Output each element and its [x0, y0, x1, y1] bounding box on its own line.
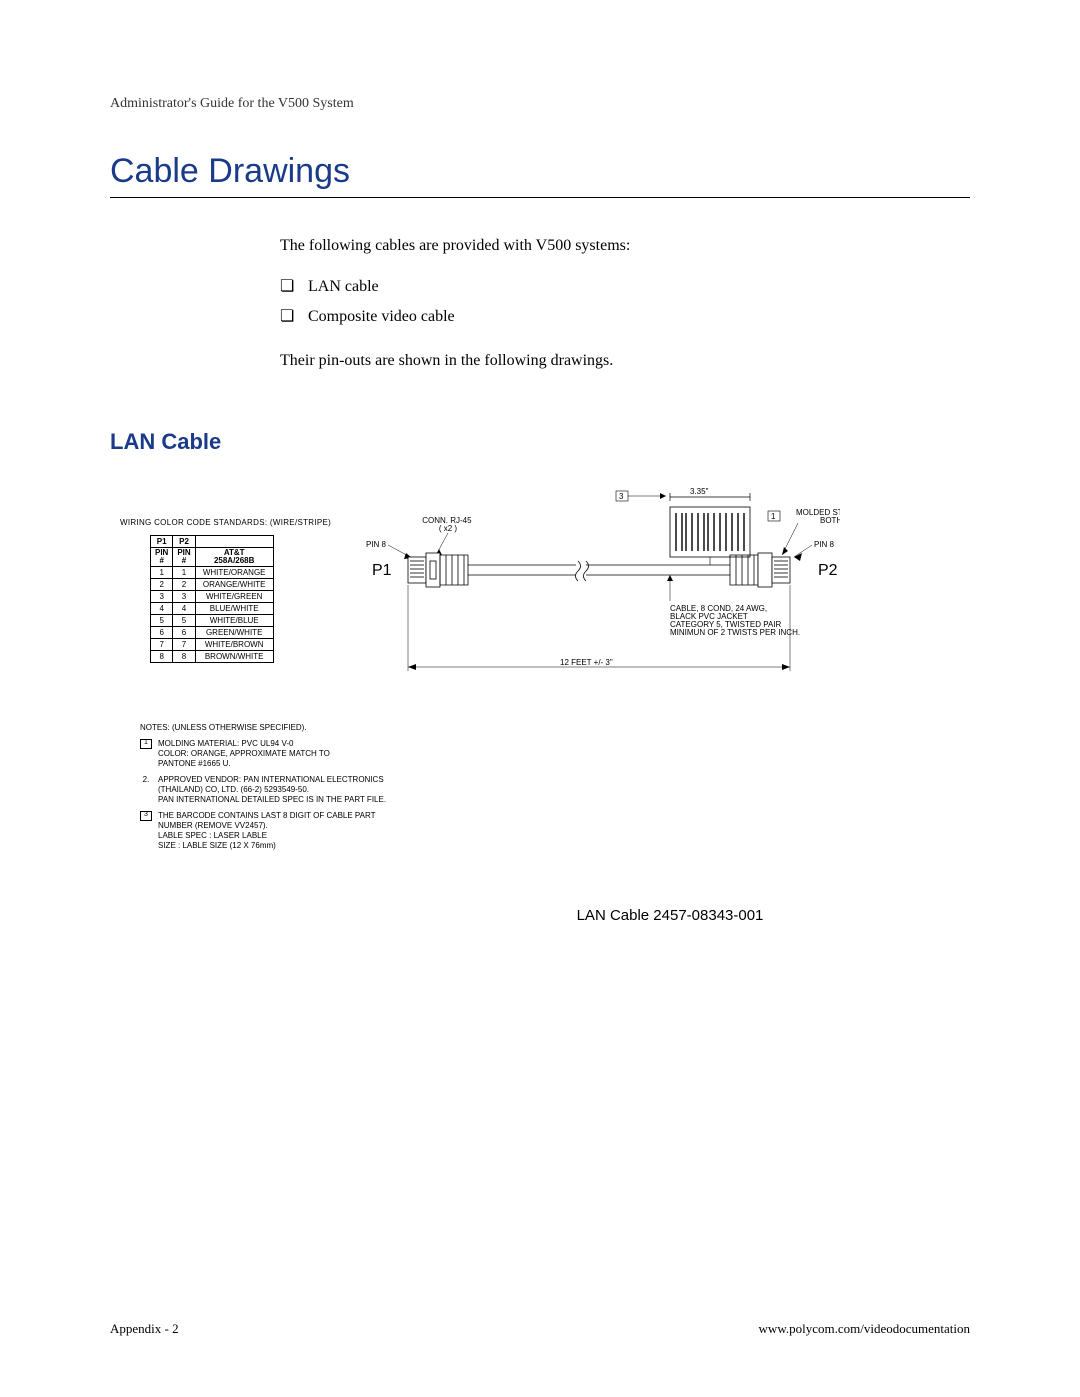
note-text: THE BARCODE CONTAINS LAST 8 DIGIT OF CAB…: [158, 811, 376, 851]
pin8-left: PIN 8: [366, 540, 387, 549]
heading-2: LAN Cable: [110, 429, 970, 455]
note-marker-2: 2.: [140, 775, 152, 805]
table-header: P2: [173, 535, 195, 547]
page: Administrator's Guide for the V500 Syste…: [0, 0, 1080, 1397]
checklist-item: Composite video cable: [280, 302, 970, 332]
table-cell: ORANGE/WHITE: [195, 578, 273, 590]
table-cell: 1: [151, 566, 173, 578]
table-cell: WHITE/BROWN: [195, 638, 273, 650]
table-cell: 2: [151, 578, 173, 590]
table-cell: 5: [173, 614, 195, 626]
dim-bottom: 12 FEET +/- 3": [560, 658, 613, 667]
table-header: PIN#: [173, 547, 195, 566]
intro-text-2: Their pin-outs are shown in the followin…: [280, 349, 970, 373]
note-item: 1 MOLDING MATERIAL: PVC UL94 V-0 COLOR: …: [140, 739, 430, 769]
table-cell: BROWN/WHITE: [195, 650, 273, 662]
table-cell: 7: [151, 638, 173, 650]
callout-3: 3: [619, 492, 624, 501]
cable-drawing-svg: 3.35" 3: [320, 483, 840, 703]
table-cell: WHITE/ORANGE: [195, 566, 273, 578]
table-cell: WHITE/BLUE: [195, 614, 273, 626]
strain-relief-label: MOLDED STRAIN RELIE BOTH ENDS.: [796, 508, 840, 525]
table-cell: WHITE/GREEN: [195, 590, 273, 602]
notes-block: NOTES: (UNLESS OTHERWISE SPECIFIED). 1 M…: [140, 723, 430, 857]
cable-checklist: LAN cable Composite video cable: [280, 272, 970, 333]
table-cell: GREEN/WHITE: [195, 626, 273, 638]
table-header: [195, 535, 273, 547]
rj45-left-icon: [408, 553, 440, 587]
running-header: Administrator's Guide for the V500 Syste…: [110, 96, 970, 112]
table-cell: 5: [151, 614, 173, 626]
figure-caption: LAN Cable 2457-08343-001: [370, 907, 970, 924]
table-cell: 8: [151, 650, 173, 662]
checklist-item: LAN cable: [280, 272, 970, 302]
table-cell: 3: [173, 590, 195, 602]
pinout-table: P1 P2 PIN# PIN# AT&T258A/268B 11WHITE/OR…: [150, 535, 274, 663]
note-text: MOLDING MATERIAL: PVC UL94 V-0 COLOR: OR…: [158, 739, 330, 769]
table-cell: 2: [173, 578, 195, 590]
table-header: AT&T258A/268B: [195, 547, 273, 566]
table-cell: 6: [151, 626, 173, 638]
table-cell: 4: [151, 602, 173, 614]
table-cell: 4: [173, 602, 195, 614]
footer-right: www.polycom.com/videodocumentation: [759, 1321, 970, 1337]
p2-label: P2: [818, 562, 838, 579]
table-cell: 3: [151, 590, 173, 602]
cable-spec-label: CABLE, 8 COND, 24 AWG, BLACK PVC JACKET …: [670, 604, 800, 637]
table-header: P1: [151, 535, 173, 547]
dim-top: 3.35": [690, 487, 709, 496]
body-block: The following cables are provided with V…: [280, 234, 970, 373]
lan-cable-diagram: WIRING COLOR CODE STANDARDS: (WIRE/STRIP…: [110, 483, 830, 903]
p1-label: P1: [372, 562, 392, 579]
note-item: 3 THE BARCODE CONTAINS LAST 8 DIGIT OF C…: [140, 811, 430, 851]
wiring-standards-label: WIRING COLOR CODE STANDARDS: (WIRE/STRIP…: [120, 518, 331, 527]
table-header: PIN#: [151, 547, 173, 566]
table-cell: 6: [173, 626, 195, 638]
note-marker-3: 3: [140, 811, 152, 821]
note-marker-1: 1: [140, 739, 152, 749]
note-item: 2. APPROVED VENDOR: PAN INTERNATIONAL EL…: [140, 775, 430, 805]
heading-1: Cable Drawings: [110, 152, 970, 198]
table-cell: BLUE/WHITE: [195, 602, 273, 614]
table-cell: 7: [173, 638, 195, 650]
page-footer: Appendix - 2 www.polycom.com/videodocume…: [110, 1321, 970, 1337]
note-text: APPROVED VENDOR: PAN INTERNATIONAL ELECT…: [158, 775, 386, 805]
conn-label: CONN. RJ-45 ( x2 ): [422, 516, 474, 533]
footer-left: Appendix - 2: [110, 1321, 179, 1337]
table-cell: 1: [173, 566, 195, 578]
pin8-right: PIN 8: [814, 540, 835, 549]
callout-1: 1: [771, 512, 776, 521]
notes-title: NOTES: (UNLESS OTHERWISE SPECIFIED).: [140, 723, 430, 733]
intro-text: The following cables are provided with V…: [280, 234, 970, 258]
rj45-right-icon: [758, 553, 790, 587]
table-cell: 8: [173, 650, 195, 662]
